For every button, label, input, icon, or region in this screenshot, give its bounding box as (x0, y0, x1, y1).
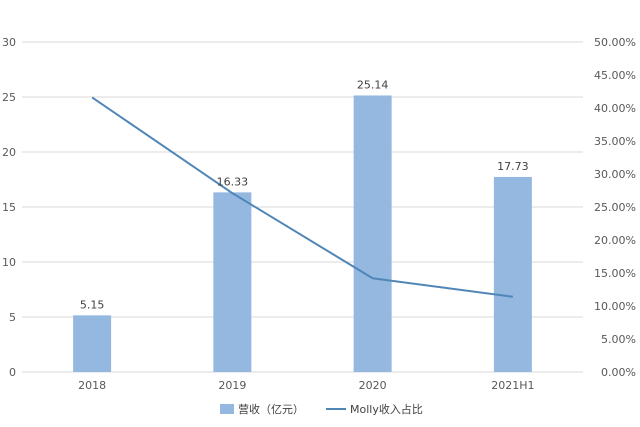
gridlines (22, 41, 583, 373)
category-axis-ticks: 2018 2019 2020 2021H1 (78, 379, 534, 392)
bar-data-label: 16.33 (217, 175, 249, 188)
y-tick-label: 10 (2, 256, 16, 269)
right-axis-ticks: 0.00% 5.00% 10.00% 15.00% 20.00% 25.00% 30.00%… (594, 36, 636, 379)
x-tick-label: 2020 (359, 379, 387, 392)
y2-tick-label: 5.00% (601, 333, 636, 346)
left-axis-ticks: 0 5 10 15 20 25 30 (2, 36, 16, 379)
bar-data-label: 25.14 (357, 78, 389, 91)
y2-tick-label: 25.00% (594, 201, 636, 214)
y-tick-label: 25 (2, 91, 16, 104)
bar (493, 176, 532, 372)
legend-bar-label: 营收（亿元） (238, 402, 304, 416)
y2-tick-label: 45.00% (594, 69, 636, 82)
y2-tick-label: 20.00% (594, 234, 636, 247)
y-tick-label: 20 (2, 146, 16, 159)
x-tick-label: 2018 (78, 379, 106, 392)
line-series (91, 96, 514, 298)
y2-tick-label: 15.00% (594, 267, 636, 280)
bar (73, 315, 112, 372)
bar (213, 192, 252, 372)
y-tick-label: 5 (9, 311, 16, 324)
x-tick-label: 2021H1 (491, 379, 534, 392)
bar-data-label: 5.15 (80, 298, 105, 311)
bar-data-label: 17.73 (497, 160, 529, 173)
y2-tick-label: 50.00% (594, 36, 636, 49)
legend-bar-swatch (220, 404, 234, 414)
y-tick-label: 30 (2, 36, 16, 49)
line-path (91, 96, 514, 298)
bar-series (73, 95, 532, 373)
x-tick-label: 2019 (218, 379, 246, 392)
y2-tick-label: 35.00% (594, 135, 636, 148)
y-tick-label: 0 (9, 366, 16, 379)
bar (353, 95, 392, 373)
legend: 营收（亿元） Molly收入占比 (220, 402, 423, 416)
y2-tick-label: 30.00% (594, 168, 636, 181)
bar-data-labels: 5.15 16.33 25.14 17.73 (80, 78, 529, 311)
y2-tick-label: 0.00% (601, 366, 636, 379)
legend-line-label: Molly收入占比 (350, 402, 423, 416)
y-tick-label: 15 (2, 201, 16, 214)
y2-tick-label: 40.00% (594, 102, 636, 115)
y2-tick-label: 10.00% (594, 300, 636, 313)
